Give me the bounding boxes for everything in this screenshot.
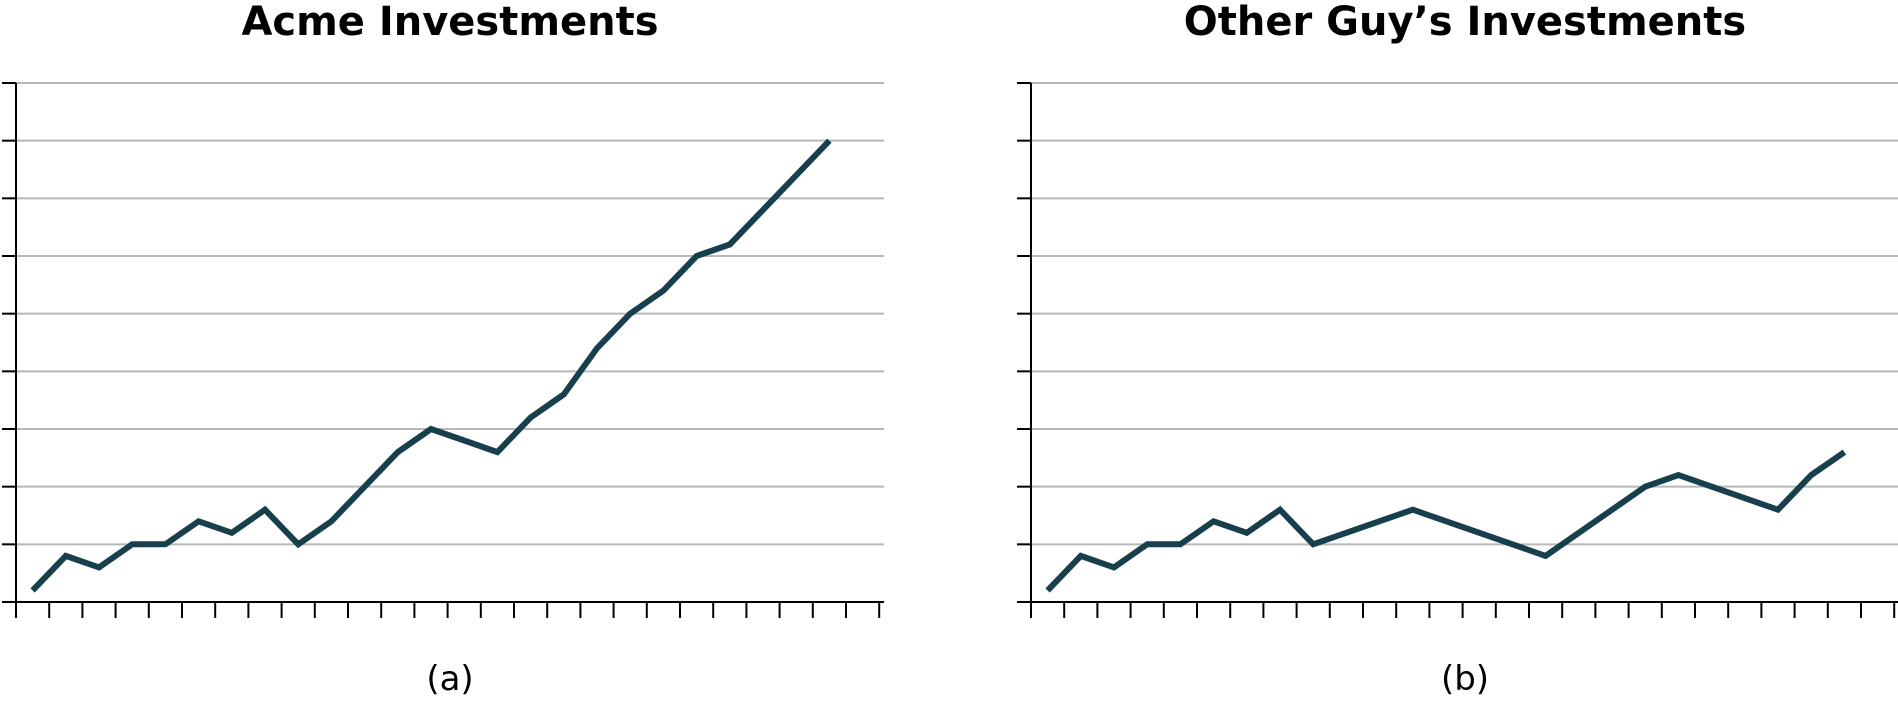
- grid-lines: [1031, 82, 1898, 546]
- data-series: [1045, 449, 1847, 593]
- chart-caption: (b): [1441, 659, 1489, 699]
- series-line: [30, 138, 832, 593]
- chart-title: Acme Investments: [241, 0, 658, 45]
- chart-other-guys-investments: Other Guy’s Investments (b): [1017, 0, 1898, 699]
- chart-caption: (a): [426, 659, 473, 699]
- axes: [2, 82, 884, 618]
- data-series: [30, 138, 832, 593]
- axes: [1017, 82, 1898, 618]
- grid-lines: [16, 82, 884, 546]
- chart-title: Other Guy’s Investments: [1184, 0, 1746, 45]
- chart-acme-investments: Acme Investments (a): [2, 0, 884, 699]
- series-line: [1045, 449, 1847, 593]
